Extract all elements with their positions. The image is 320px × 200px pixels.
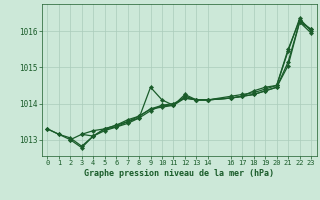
X-axis label: Graphe pression niveau de la mer (hPa): Graphe pression niveau de la mer (hPa): [84, 169, 274, 178]
